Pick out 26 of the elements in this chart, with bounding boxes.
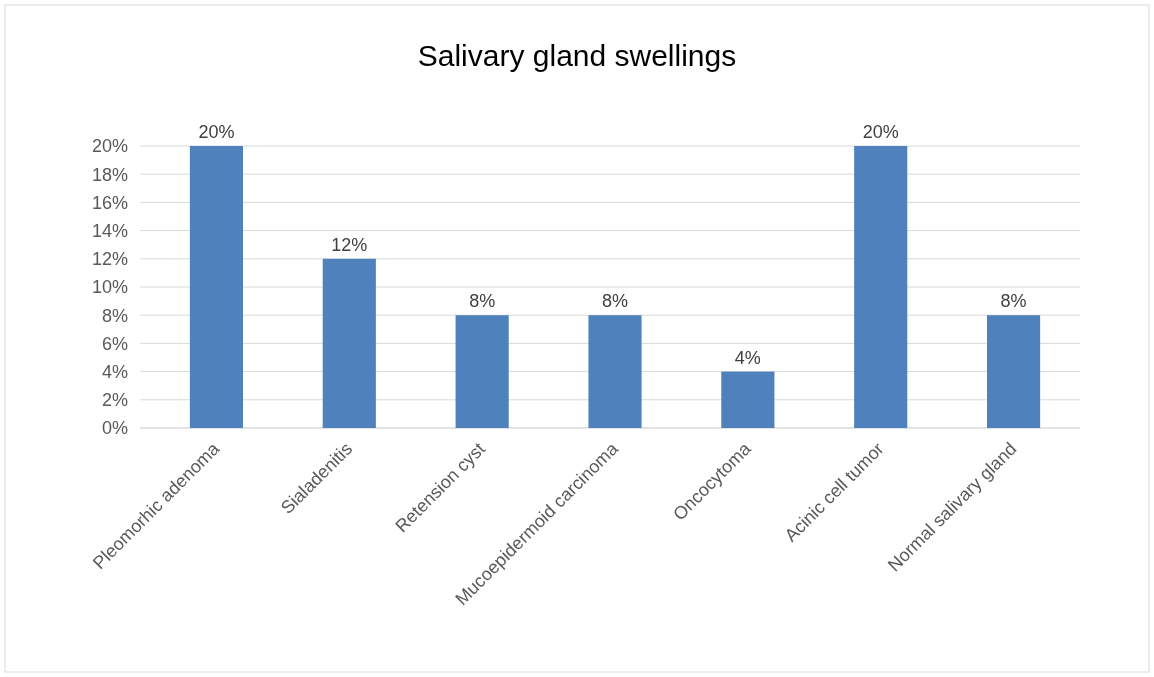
bar bbox=[987, 315, 1041, 428]
y-tick-label: 8% bbox=[101, 305, 128, 326]
y-tick-label: 16% bbox=[91, 192, 128, 213]
bar bbox=[854, 146, 908, 428]
data-label: 8% bbox=[469, 291, 496, 312]
y-tick-label: 10% bbox=[91, 277, 128, 298]
y-tick-label: 14% bbox=[91, 220, 128, 241]
bar bbox=[322, 258, 376, 428]
data-label: 12% bbox=[331, 234, 368, 255]
bar bbox=[588, 315, 642, 428]
data-label: 8% bbox=[601, 291, 629, 312]
y-tick-label: 4% bbox=[101, 361, 128, 382]
bar bbox=[721, 371, 775, 428]
chart-title: Salivary gland swellings bbox=[417, 39, 737, 72]
y-tick-label: 2% bbox=[101, 390, 128, 411]
data-label: 20% bbox=[862, 122, 899, 142]
y-tick-label: 6% bbox=[101, 333, 128, 354]
data-label: 8% bbox=[1000, 291, 1027, 312]
y-tick-label: 0% bbox=[101, 418, 128, 439]
y-tick-label: 12% bbox=[91, 249, 128, 270]
data-label: 4% bbox=[734, 347, 761, 368]
y-tick-label: 18% bbox=[91, 164, 128, 185]
y-tick-label: 20% bbox=[91, 136, 128, 157]
bar bbox=[189, 146, 243, 428]
bar bbox=[455, 315, 509, 428]
data-label: 20% bbox=[198, 122, 235, 142]
